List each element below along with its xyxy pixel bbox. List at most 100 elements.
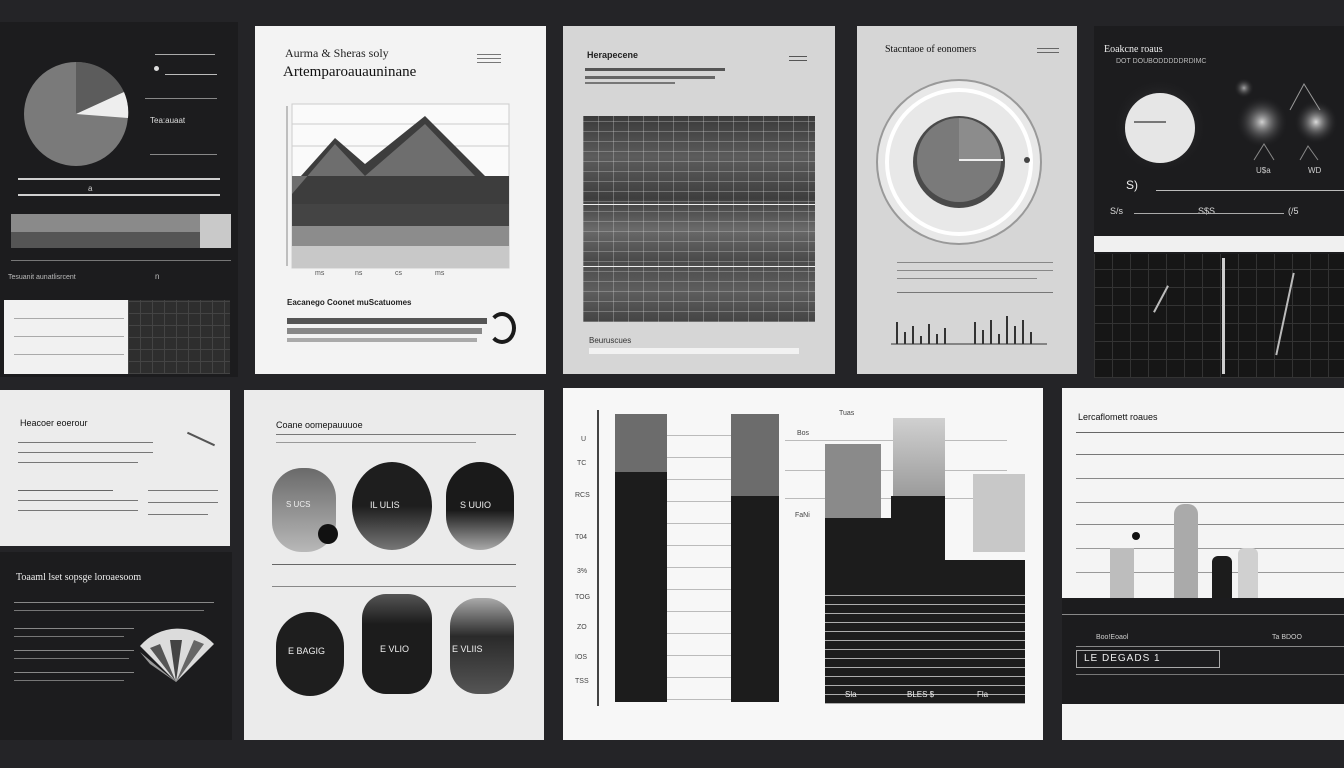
y-tick: IOS (575, 654, 588, 661)
y-tick: T04 (575, 534, 588, 541)
bar-2-top (731, 414, 779, 496)
panel-title: Coane oomepauuuoe (276, 420, 363, 430)
column-label: FaNi (795, 512, 810, 519)
y-tick: ZO (577, 624, 587, 631)
panel-title: Herapecene (587, 50, 639, 60)
x-label: Sla (845, 690, 857, 699)
band (11, 214, 231, 232)
y-tick: RCS (575, 492, 590, 499)
table-line (14, 354, 124, 355)
shape-blob-4[interactable] (276, 612, 344, 696)
text-line (1076, 572, 1344, 573)
dark-footer (1062, 598, 1344, 704)
text-line (14, 602, 214, 603)
shape-blob-3[interactable] (446, 462, 514, 550)
y-axis (597, 410, 599, 706)
x-tick: ms (435, 270, 445, 277)
glow-graphic (1112, 78, 1338, 174)
fan-graphic (140, 628, 214, 682)
stat-label: S$S (1198, 206, 1216, 216)
vertical-marker (1222, 258, 1225, 374)
progress-bar (287, 338, 477, 342)
area-chart-graphic (286, 103, 510, 269)
text-line (1076, 432, 1344, 433)
progress-bar (287, 318, 487, 324)
marker-label: a (88, 184, 93, 193)
y-tick: TC (577, 460, 587, 467)
section-value: n (155, 272, 160, 281)
bar-4-top (893, 418, 945, 498)
x-tick: ns (355, 270, 363, 277)
shape-blob-5[interactable] (362, 594, 432, 694)
grid-line (583, 266, 815, 267)
divider (11, 260, 231, 261)
x-label: Fla (977, 690, 989, 699)
text-line (897, 292, 1053, 293)
table-line (14, 336, 124, 337)
panel-shape-grid: Coane oomepauuuoe S UCS IL ULIS S UUIO E… (244, 390, 544, 740)
menu-icon-line (1037, 52, 1059, 53)
section-label: Tesuanit aunatlisrcent (8, 274, 76, 281)
dark-grid (1094, 254, 1344, 378)
text-line (14, 672, 134, 673)
stat-label: U$a (1256, 166, 1271, 175)
donut-chart-graphic (876, 79, 1042, 245)
band (11, 232, 231, 248)
divider (18, 178, 220, 180)
shape-label: E VLIIS (452, 644, 483, 654)
footer-label: Boo!Eoaol (1096, 634, 1129, 641)
menu-icon[interactable] (789, 56, 807, 57)
panel-title: Toaaml lset sopsge loroaesoom (16, 572, 142, 583)
panel-dark-infographic: Eoakcne roaus DOT DOUBODDDDDRDIMC S) U$a… (1094, 26, 1344, 378)
table-block (4, 300, 128, 374)
stripe-overlay (825, 588, 1025, 704)
text-line (1076, 548, 1344, 549)
divider (272, 586, 516, 587)
panel-subtitle: DOT DOUBODDDDDRDIMC (1116, 58, 1207, 65)
divider (18, 194, 220, 196)
table-line (14, 318, 124, 319)
divider (1134, 213, 1284, 214)
grid-line (583, 204, 815, 205)
text-line (148, 514, 208, 515)
text-line (1076, 674, 1344, 675)
menu-icon-line (477, 58, 501, 59)
shape-circle-2[interactable] (352, 462, 432, 550)
title-bar (585, 68, 725, 71)
y-tick: 3% (577, 568, 588, 575)
text-line (18, 462, 138, 463)
shape-label: S UCS (286, 500, 311, 509)
shape-label: S UUIO (460, 500, 492, 510)
progress-bar (287, 328, 482, 334)
x-tick: ms (315, 270, 325, 277)
shape-label: IL ULIS (370, 500, 400, 510)
legend-dot (154, 66, 159, 71)
grid-lines (667, 428, 731, 700)
menu-icon[interactable] (1037, 48, 1059, 49)
panel-title: Heacoer eoerour (20, 418, 88, 428)
menu-icon-line (477, 62, 501, 63)
text-line (18, 490, 113, 491)
bar-1 (615, 472, 667, 702)
band-highlight (200, 214, 231, 248)
text-line (897, 262, 1053, 263)
x-tick: cs (395, 270, 402, 277)
menu-icon[interactable] (477, 54, 501, 55)
legend-label: LE DEGADS 1 (1084, 653, 1161, 664)
pen-icon (186, 431, 216, 447)
legend-line (165, 74, 217, 75)
mini-bar (1174, 504, 1198, 598)
text-line (14, 650, 134, 651)
panel-title: Stacntaoe of eonomers (885, 44, 977, 55)
menu-icon-line (789, 60, 807, 61)
column-label: Tuas (839, 410, 855, 417)
text-line (897, 278, 1037, 279)
legend-line (145, 98, 217, 99)
text-line (1076, 502, 1344, 503)
shape-blob-6[interactable] (450, 598, 514, 694)
text-line (14, 658, 129, 659)
title-bar (585, 76, 715, 79)
bar-5-top (973, 474, 1025, 552)
text-line (18, 442, 153, 443)
panel-dark-fan: Toaaml lset sopsge loroaesoom (0, 552, 232, 740)
